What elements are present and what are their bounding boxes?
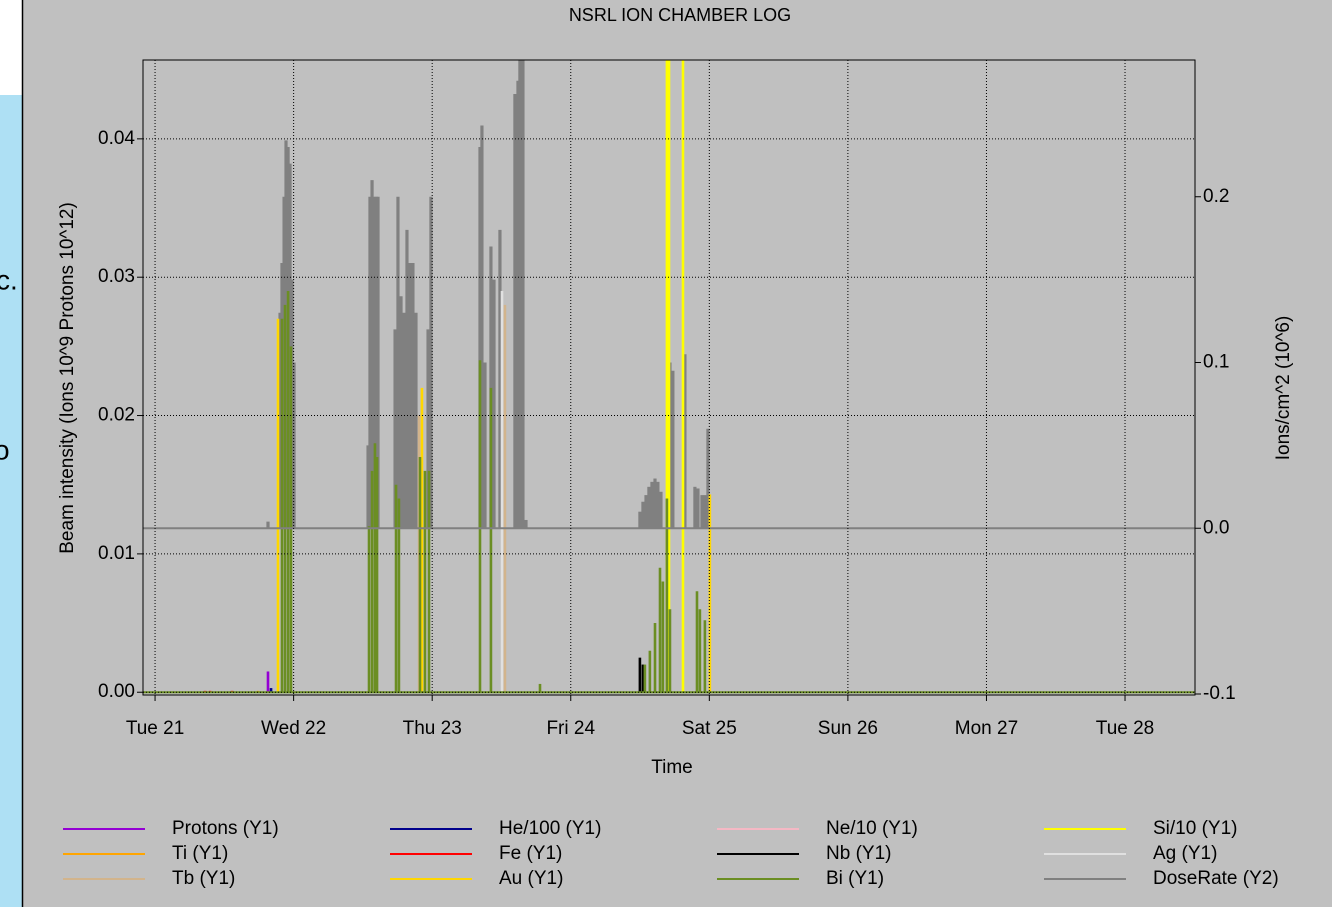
sidebar-panel <box>0 95 22 907</box>
x-axis-label: Time <box>651 757 693 778</box>
x-tick-label: Wed 22 <box>261 718 326 739</box>
chart-title: NSRL ION CHAMBER LOG <box>569 5 791 25</box>
y-tick-label: 0.00 <box>98 681 135 702</box>
legend-label: Nb (Y1) <box>826 843 891 864</box>
sidebar-top <box>0 0 22 95</box>
y2-tick-label: 0.1 <box>1203 352 1229 373</box>
legend-label: He/100 (Y1) <box>499 818 601 839</box>
plot-frame <box>142 59 1196 696</box>
y-tick-label: 0.01 <box>98 543 135 564</box>
sidebar-fragment: c. <box>0 264 18 295</box>
x-tick-label: Tue 21 <box>126 718 184 739</box>
x-tick-label: Tue 28 <box>1096 718 1154 739</box>
legend-label: Ag (Y1) <box>1153 843 1217 864</box>
x-tick-label: Sat 25 <box>682 718 737 739</box>
y2-axis-label: Ions/cm^2 (10^6) <box>1273 316 1294 461</box>
legend-label: Fe (Y1) <box>499 843 562 864</box>
y-tick-label: 0.03 <box>98 266 135 287</box>
plot-area <box>143 60 1195 694</box>
legend-label: Ti (Y1) <box>172 843 228 864</box>
legend-label: Tb (Y1) <box>172 868 235 889</box>
legend-label: Au (Y1) <box>499 868 563 889</box>
legend-label: Bi (Y1) <box>826 868 884 889</box>
y2-tick-label: 0.2 <box>1203 186 1229 207</box>
y-axis-label: Beam intensity (Ions 10^9 Protons 10^12) <box>57 202 78 554</box>
sidebar-fragment: o <box>0 434 10 465</box>
x-tick-label: Sun 26 <box>818 718 878 739</box>
y-tick-label: 0.04 <box>98 128 135 149</box>
x-tick-label: Fri 24 <box>546 718 595 739</box>
legend-label: Si/10 (Y1) <box>1153 818 1237 839</box>
legend-label: Protons (Y1) <box>172 818 279 839</box>
legend-label: DoseRate (Y2) <box>1153 868 1279 889</box>
legend-label: Ne/10 (Y1) <box>826 818 918 839</box>
x-tick-label: Thu 23 <box>403 718 462 739</box>
y2-tick-label: 0.0 <box>1203 517 1229 538</box>
y2-tick-label: -0.1 <box>1203 683 1236 704</box>
x-tick-label: Mon 27 <box>955 718 1018 739</box>
y-tick-label: 0.02 <box>98 405 135 426</box>
